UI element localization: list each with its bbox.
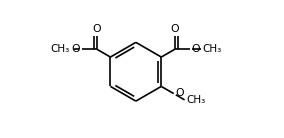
Text: O: O: [93, 24, 101, 34]
Text: O: O: [175, 88, 184, 98]
Text: CH₃: CH₃: [202, 44, 222, 54]
Text: CH₃: CH₃: [50, 44, 70, 54]
Text: CH₃: CH₃: [186, 95, 205, 105]
Text: O: O: [191, 44, 200, 54]
Text: O: O: [171, 24, 179, 34]
Text: O: O: [72, 44, 80, 54]
